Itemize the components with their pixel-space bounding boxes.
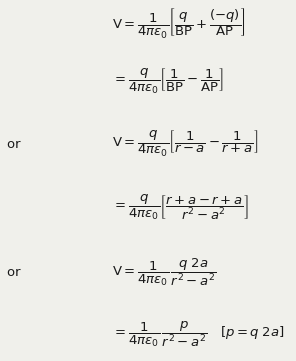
Text: $\mathrm{V} = \dfrac{1}{4\pi\varepsilon_0}\left[\dfrac{q}{\mathrm{BP}} + \dfrac{: $\mathrm{V} = \dfrac{1}{4\pi\varepsilon_… bbox=[112, 6, 246, 40]
Text: $\mathrm{V} = \dfrac{1}{4\pi\varepsilon_0}\,\dfrac{q\;2a}{r^2-a^2}$: $\mathrm{V} = \dfrac{1}{4\pi\varepsilon_… bbox=[112, 257, 217, 288]
Text: $\mathrm{or}$: $\mathrm{or}$ bbox=[6, 138, 22, 151]
Text: $= \dfrac{q}{4\pi\varepsilon_0}\left[\dfrac{1}{\mathrm{BP}} - \dfrac{1}{\mathrm{: $= \dfrac{q}{4\pi\varepsilon_0}\left[\df… bbox=[112, 67, 225, 96]
Text: $= \dfrac{1}{4\pi\varepsilon_0}\,\dfrac{p}{r^2-a^2}\quad [p = q\;2a]$: $= \dfrac{1}{4\pi\varepsilon_0}\,\dfrac{… bbox=[112, 319, 285, 349]
Text: $\mathrm{V} = \dfrac{q}{4\pi\varepsilon_0}\left[\dfrac{1}{r-a} - \dfrac{1}{r+a}\: $\mathrm{V} = \dfrac{q}{4\pi\varepsilon_… bbox=[112, 129, 259, 160]
Text: $= \dfrac{q}{4\pi\varepsilon_0}\left[\dfrac{r+a-r+a}{r^2-a^2}\right]$: $= \dfrac{q}{4\pi\varepsilon_0}\left[\df… bbox=[112, 193, 249, 222]
Text: $\mathrm{or}$: $\mathrm{or}$ bbox=[6, 266, 22, 279]
